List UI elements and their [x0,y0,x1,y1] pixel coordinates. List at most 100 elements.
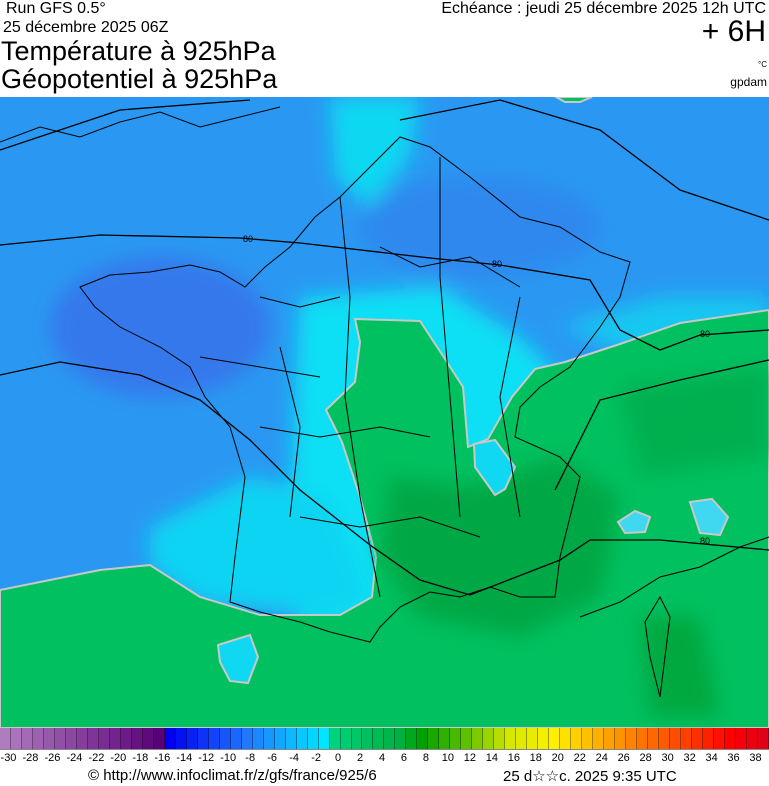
cold-core-brittany [50,257,270,397]
color-scale-cell [318,728,330,749]
color-scale-cell [164,728,176,749]
cold-core-north [360,177,600,277]
color-scale-cell [746,728,758,749]
color-scale-cell [208,728,220,749]
color-scale-cell [43,728,55,749]
color-scale-cell [10,728,22,749]
cold-pocket-alps-1 [616,509,652,535]
color-scale-tick-label: 12 [463,752,477,764]
color-scale-cell [54,728,66,749]
contour-label: 80 [700,536,710,546]
color-scale-tick-label: 8 [422,752,429,764]
color-scale-cell [21,728,33,749]
color-scale-tick-label: 14 [485,752,498,764]
color-scale-tick-label: -2 [311,752,321,764]
small-warm-blob-north [553,97,593,103]
unit-geopotential: gpdam [730,75,767,89]
color-scale-cell [593,728,605,749]
cyan-region-southwest [150,477,370,617]
color-scale-tick-label: -12 [198,752,215,764]
color-scale-cell [362,728,374,749]
color-scale-cell [131,728,143,749]
color-scale-cell [263,728,275,749]
color-scale-cell [713,728,725,749]
color-scale-cell [571,728,583,749]
contour-label: 80 [492,259,502,269]
color-scale-cell [549,728,561,749]
color-scale-cell [626,728,638,749]
color-scale-cell [505,728,517,749]
color-scale-cell [472,728,484,749]
warm-core-corsica [640,617,720,717]
color-scale-cell [494,728,506,749]
color-scale-tick-label: -4 [289,752,299,764]
color-scale-cell [219,728,231,749]
color-scale-cell [582,728,594,749]
color-scale-tick-label: -22 [88,752,105,764]
color-scale-cell [373,728,385,749]
color-scale-tick-label: -14 [176,752,193,764]
color-scale-cell [692,728,703,749]
color-scale-cell [109,728,121,749]
color-scale-cell [329,728,341,749]
warm-core-east [620,367,769,477]
map-title-temperature: Température à 925hPa [1,36,276,66]
color-scale-tick-label: -6 [267,752,278,764]
color-scale-cell [120,728,132,749]
color-scale-tick-label: 26 [617,752,630,764]
color-scale-cell [241,728,253,749]
color-scale-cell [483,728,495,749]
color-scale-cell [307,728,319,749]
color-scale-bar [0,728,769,750]
cyan-region-east [560,297,769,357]
color-scale-cell [516,728,528,749]
color-scale-cell [197,728,209,749]
color-scale-tick-label: 32 [683,752,696,764]
color-scale-cell [670,728,682,749]
color-scale-cell [659,728,671,749]
color-scale-cell [681,728,693,749]
color-scale-cell [142,728,154,749]
warm-core-south [380,457,620,637]
color-scale-cell [538,728,550,749]
weather-map: 80 80 80 80 [0,97,769,728]
color-scale-tick-label: 24 [595,752,608,764]
color-scale-tick-label: -20 [110,752,127,764]
color-scale-cell [757,728,769,749]
color-scale-cell [560,728,572,749]
color-scale-tick-label: 20 [551,752,564,764]
color-scale-ticks: -30 -28 -26 -24 -22 -20 -18 -16 -14 -12 -10 -8 -6 -4-… [0,752,769,766]
color-scale-cell [527,728,539,749]
color-scale-cell [296,728,308,749]
color-scale-cell [615,728,627,749]
color-scale-tick-label: -8 [245,752,256,764]
color-scale-tick-label: 0 [335,752,342,764]
color-scale-cell [637,728,649,749]
color-scale-tick-label: -16 [154,752,171,764]
color-scale-cell [76,728,88,749]
run-label: Run GFS 0.5° [6,0,106,17]
color-scale-cell [274,728,286,749]
color-scale-cell [186,728,198,749]
forecast-valid-time: Echéance : jeudi 25 décembre 2025 12h UT… [441,0,766,17]
color-scale-cell [175,728,187,749]
unit-temperature: °C [758,60,767,69]
color-scale-cell [735,728,747,749]
forecast-offset: + 6H [701,15,766,48]
cold-pocket-pyrenees [216,633,260,685]
color-scale-cell [384,728,396,749]
color-scale-cell [648,728,660,749]
color-scale-tick-label: -26 [44,752,61,764]
contour-label: 80 [700,329,710,339]
generation-time: 25 d☆☆c. 2025 9:35 UTC [503,768,677,785]
color-scale-tick-label: 36 [727,752,740,764]
color-scale-cell [98,728,110,749]
color-scale-cell [439,728,451,749]
cold-pocket-alps-2 [688,497,730,537]
color-scale-tick-label: 28 [639,752,652,764]
color-scale-tick-label: 22 [573,752,586,764]
color-scale-cell [604,728,616,749]
color-scale-tick-label: -30 [0,752,17,764]
copyright-url: © http://www.infoclimat.fr/z/gfs/france/… [88,767,377,784]
color-scale-cell [0,728,11,749]
